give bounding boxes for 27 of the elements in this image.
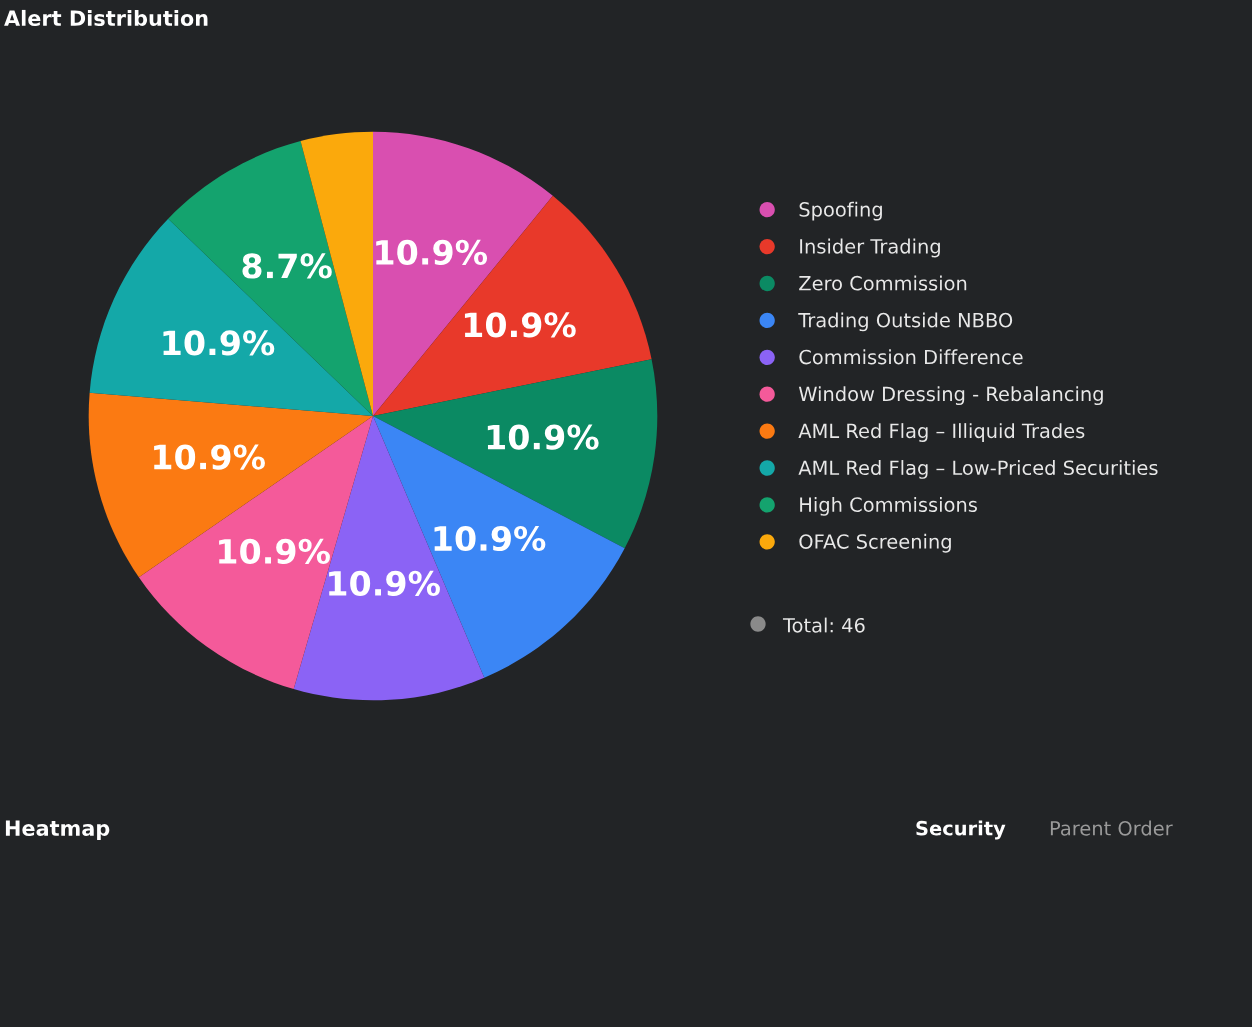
text: Total: 46	[782, 617, 865, 633]
legend-label: Zero Commission	[799, 275, 967, 291]
legend-label: AML Red Flag – Illiquid Trades	[798, 423, 1085, 442]
legend-label: Insider Trading	[800, 238, 940, 258]
text: Heatmap	[5, 820, 110, 841]
legend-label: OFAC Screening	[799, 533, 951, 553]
data-label: 10.9%	[487, 424, 599, 450]
chart-title: Alert Distribution	[4, 9, 208, 27]
legend-label: Window Dressing - Rebalancing	[798, 386, 1103, 406]
pie-slice	[89, 218, 373, 416]
data-label: 10.9%	[163, 330, 275, 356]
legend-label: Commission Difference	[799, 349, 1023, 365]
legend-label: AML Red Flag – Low-Priced Securities	[798, 460, 1158, 479]
pie-slice	[373, 195, 652, 416]
pie-slice	[373, 359, 658, 549]
data-label: 10.9%	[219, 538, 330, 564]
data-label: 10.9%	[329, 570, 440, 596]
legend-label: High Commissions	[800, 496, 977, 516]
text: Security	[916, 820, 1006, 840]
data-label: 10.9%	[464, 312, 576, 338]
legend-label: Trading Outside NBBO	[798, 312, 1013, 332]
text: Parent Order	[1050, 820, 1173, 836]
data-label: 10.9%	[154, 444, 265, 470]
data-label: 8.7%	[242, 253, 332, 279]
data-label: 10.9%	[376, 239, 488, 265]
legend-label: Spoofing	[799, 201, 882, 221]
data-label: 10.9%	[434, 525, 546, 552]
